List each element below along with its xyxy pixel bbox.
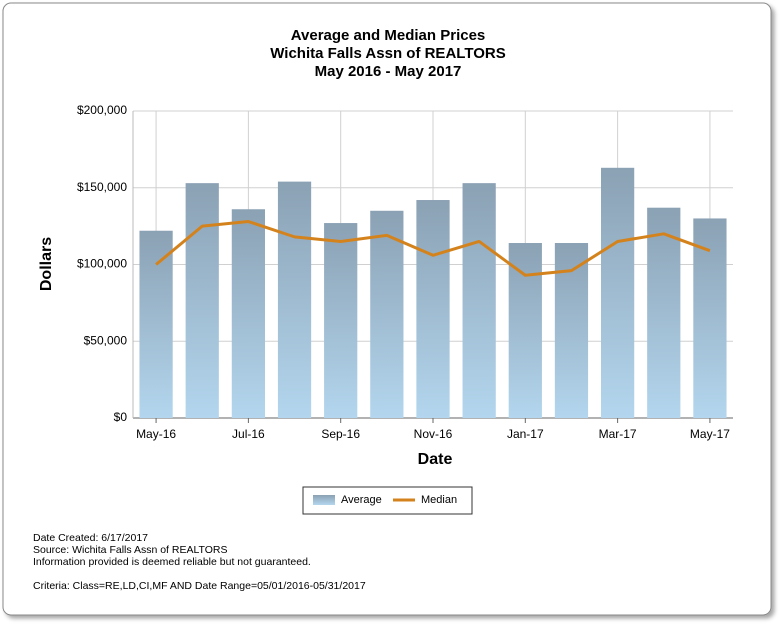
x-tick-label: May-16: [136, 427, 176, 441]
y-tick-label: $0: [114, 410, 128, 424]
x-tick-label: Jan-17: [507, 427, 544, 441]
bar: [277, 181, 312, 418]
footnote: Date Created: 6/17/2017: [33, 532, 148, 544]
median-line: [155, 220, 711, 277]
x-axis-title: Date: [418, 451, 453, 468]
chart-period: May 2016 - May 2017: [315, 63, 462, 80]
bar: [416, 200, 450, 418]
bar: [185, 183, 219, 418]
bar: [508, 243, 542, 418]
x-tick-label: May-17: [690, 427, 730, 441]
bar: [139, 230, 173, 418]
bar: [370, 210, 404, 418]
footnote: Information provided is deemed reliable …: [33, 556, 311, 568]
chart-subtitle: Wichita Falls Assn of REALTORS: [270, 45, 505, 62]
criteria: Criteria: Class=RE,LD,CI,MF AND Date Ran…: [33, 580, 366, 592]
bar: [601, 167, 635, 418]
x-tick-label: Nov-16: [414, 427, 453, 441]
x-tick-label: Sep-16: [321, 427, 360, 441]
x-tick-label: Mar-17: [599, 427, 637, 441]
bar: [324, 223, 358, 418]
bar: [647, 207, 681, 418]
x-tick-label: Jul-16: [232, 427, 265, 441]
y-tick-label: $150,000: [77, 180, 127, 194]
y-axis-title: Dollars: [38, 237, 55, 291]
legend-label: Median: [421, 494, 457, 506]
legend-label: Average: [341, 494, 382, 506]
bar: [231, 209, 265, 418]
bar: [693, 218, 727, 418]
chart-title: Average and Median Prices: [291, 27, 486, 44]
footnote: Source: Wichita Falls Assn of REALTORS: [33, 544, 228, 556]
y-tick-label: $100,000: [77, 257, 127, 271]
y-tick-label: $200,000: [77, 103, 127, 117]
y-tick-label: $50,000: [84, 333, 128, 347]
legend-swatch: [313, 495, 335, 505]
bar: [462, 183, 496, 418]
